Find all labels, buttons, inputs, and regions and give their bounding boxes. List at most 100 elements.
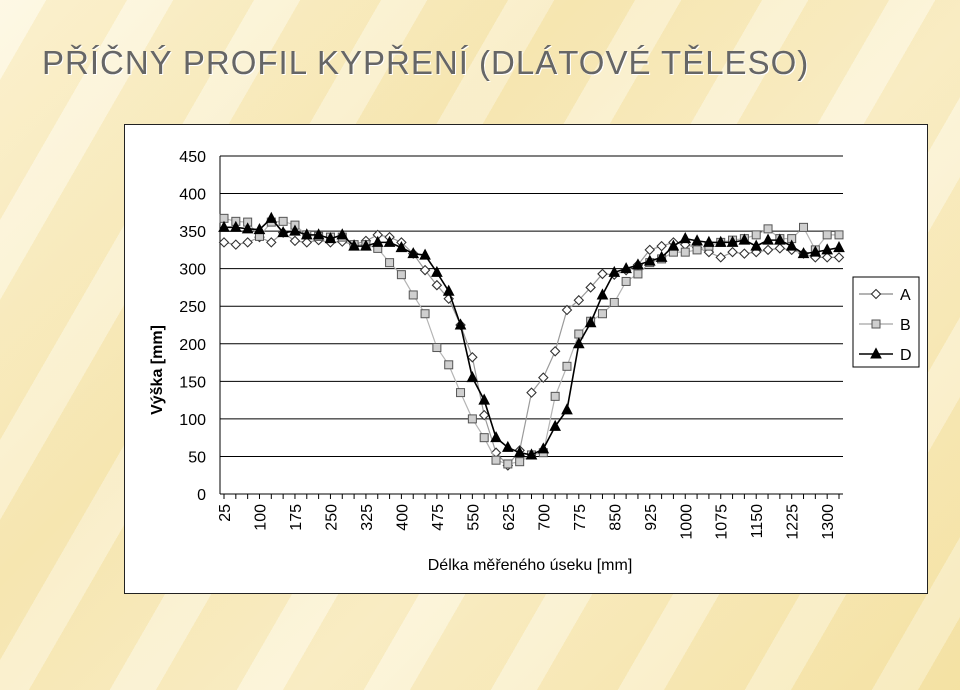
data-point-D — [549, 419, 561, 431]
data-point-D — [655, 250, 668, 262]
data-point-D — [537, 442, 550, 454]
data-point-D — [572, 337, 585, 349]
data-point-B — [491, 455, 501, 465]
data-point-D — [431, 265, 443, 277]
data-point-B — [621, 276, 631, 286]
data-point-D — [383, 235, 396, 247]
series-line-A — [223, 231, 839, 467]
data-point-D — [584, 316, 597, 328]
data-point-D — [785, 239, 798, 251]
data-point-A — [585, 282, 596, 293]
data-point-D — [419, 248, 431, 260]
data-point-B — [456, 388, 466, 398]
profile-chart: 0 50 100 150 200 250 300 350 400 450 25 100 175 250 3… — [149, 149, 920, 574]
data-point-A — [230, 239, 242, 250]
data-point-D — [703, 235, 715, 247]
data-point-A — [549, 346, 561, 357]
data-point-D — [348, 239, 360, 251]
data-point-B — [515, 457, 525, 467]
x-tick-label: 625 — [501, 504, 518, 531]
y-tick-label: 50 — [188, 449, 206, 466]
y-tick-label: 400 — [179, 187, 206, 204]
data-point-D — [833, 241, 845, 253]
data-point-A — [597, 268, 608, 280]
data-point-D — [513, 446, 526, 458]
x-axis-ticks: 25 100 175 250 325 400 475 550 625 700 775 850 925 10… — [217, 494, 840, 540]
y-tick-label: 100 — [179, 412, 206, 429]
data-point-A — [266, 237, 277, 248]
data-point-D — [620, 262, 632, 274]
x-tick-label: 700 — [536, 504, 553, 531]
x-tick-label: 850 — [607, 504, 624, 531]
data-point-D — [679, 232, 692, 244]
y-tick-label: 150 — [179, 374, 206, 391]
series-D — [218, 211, 845, 460]
data-point-A — [833, 252, 845, 263]
y-axis-label: Výška [mm] — [149, 325, 166, 415]
x-tick-label: 325 — [359, 504, 376, 531]
data-point-A — [242, 237, 253, 248]
data-point-D — [667, 239, 680, 251]
data-point-B — [479, 433, 489, 443]
data-point-D — [324, 232, 337, 244]
data-point-D — [289, 224, 301, 236]
y-tick-label: 200 — [179, 337, 206, 354]
chart-container: 0 50 100 150 200 250 300 350 400 450 25 100 175 250 3… — [124, 124, 928, 594]
series-A — [218, 227, 845, 471]
data-point-D — [738, 233, 751, 245]
data-point-B — [751, 230, 761, 240]
y-tick-label: 350 — [179, 224, 206, 241]
y-tick-label: 300 — [179, 262, 206, 279]
data-point-A — [419, 264, 431, 276]
data-point-B — [562, 361, 572, 371]
data-point-D — [632, 258, 644, 270]
grid-lines — [219, 155, 843, 495]
data-point-D — [277, 226, 289, 238]
data-point-D — [371, 235, 384, 247]
data-point-D — [596, 288, 609, 300]
data-point-D — [300, 228, 313, 240]
x-tick-label: 25 — [217, 504, 234, 522]
data-point-A — [573, 294, 585, 306]
data-point-D — [608, 265, 621, 277]
data-point-D — [218, 220, 230, 232]
x-tick-label: 1225 — [785, 504, 802, 540]
data-point-A — [467, 352, 478, 363]
legend-label: A — [900, 287, 911, 304]
series-group — [218, 211, 845, 471]
legend-label: B — [900, 317, 911, 334]
data-point-B — [420, 309, 430, 319]
x-tick-label: 775 — [572, 504, 589, 531]
data-point-B — [503, 459, 513, 469]
x-tick-label: 550 — [465, 504, 482, 531]
data-point-A — [774, 243, 786, 254]
data-point-D — [312, 228, 325, 240]
y-axis-ticks: 0 50 100 150 200 250 300 350 400 450 — [179, 149, 206, 504]
data-point-D — [407, 247, 420, 259]
data-point-B — [799, 222, 809, 232]
data-point-A — [739, 248, 750, 259]
legend-marker-A — [870, 288, 882, 300]
y-tick-label: 0 — [197, 487, 206, 504]
data-point-D — [395, 241, 408, 253]
data-point-A — [301, 237, 313, 248]
data-point-D — [643, 254, 656, 266]
data-point-D — [454, 318, 467, 330]
data-point-D — [442, 284, 455, 296]
data-point-B — [278, 216, 288, 226]
slide-title: PŘÍČNÝ PROFIL KYPŘENÍ (DLÁTOVÉ TĚLESO) — [42, 44, 810, 81]
x-tick-label: 175 — [288, 504, 305, 531]
data-point-D — [691, 234, 703, 246]
data-point-B — [633, 269, 643, 279]
data-point-D — [360, 239, 372, 251]
x-tick-label: 1300 — [820, 504, 837, 540]
data-point-D — [336, 228, 349, 240]
data-point-D — [726, 235, 739, 247]
data-point-A — [478, 409, 490, 421]
data-point-B — [834, 230, 844, 240]
data-point-A — [538, 372, 549, 383]
x-tick-label: 925 — [643, 504, 660, 531]
data-point-A — [526, 387, 537, 398]
data-point-A — [218, 237, 230, 248]
data-point-B — [574, 329, 584, 339]
